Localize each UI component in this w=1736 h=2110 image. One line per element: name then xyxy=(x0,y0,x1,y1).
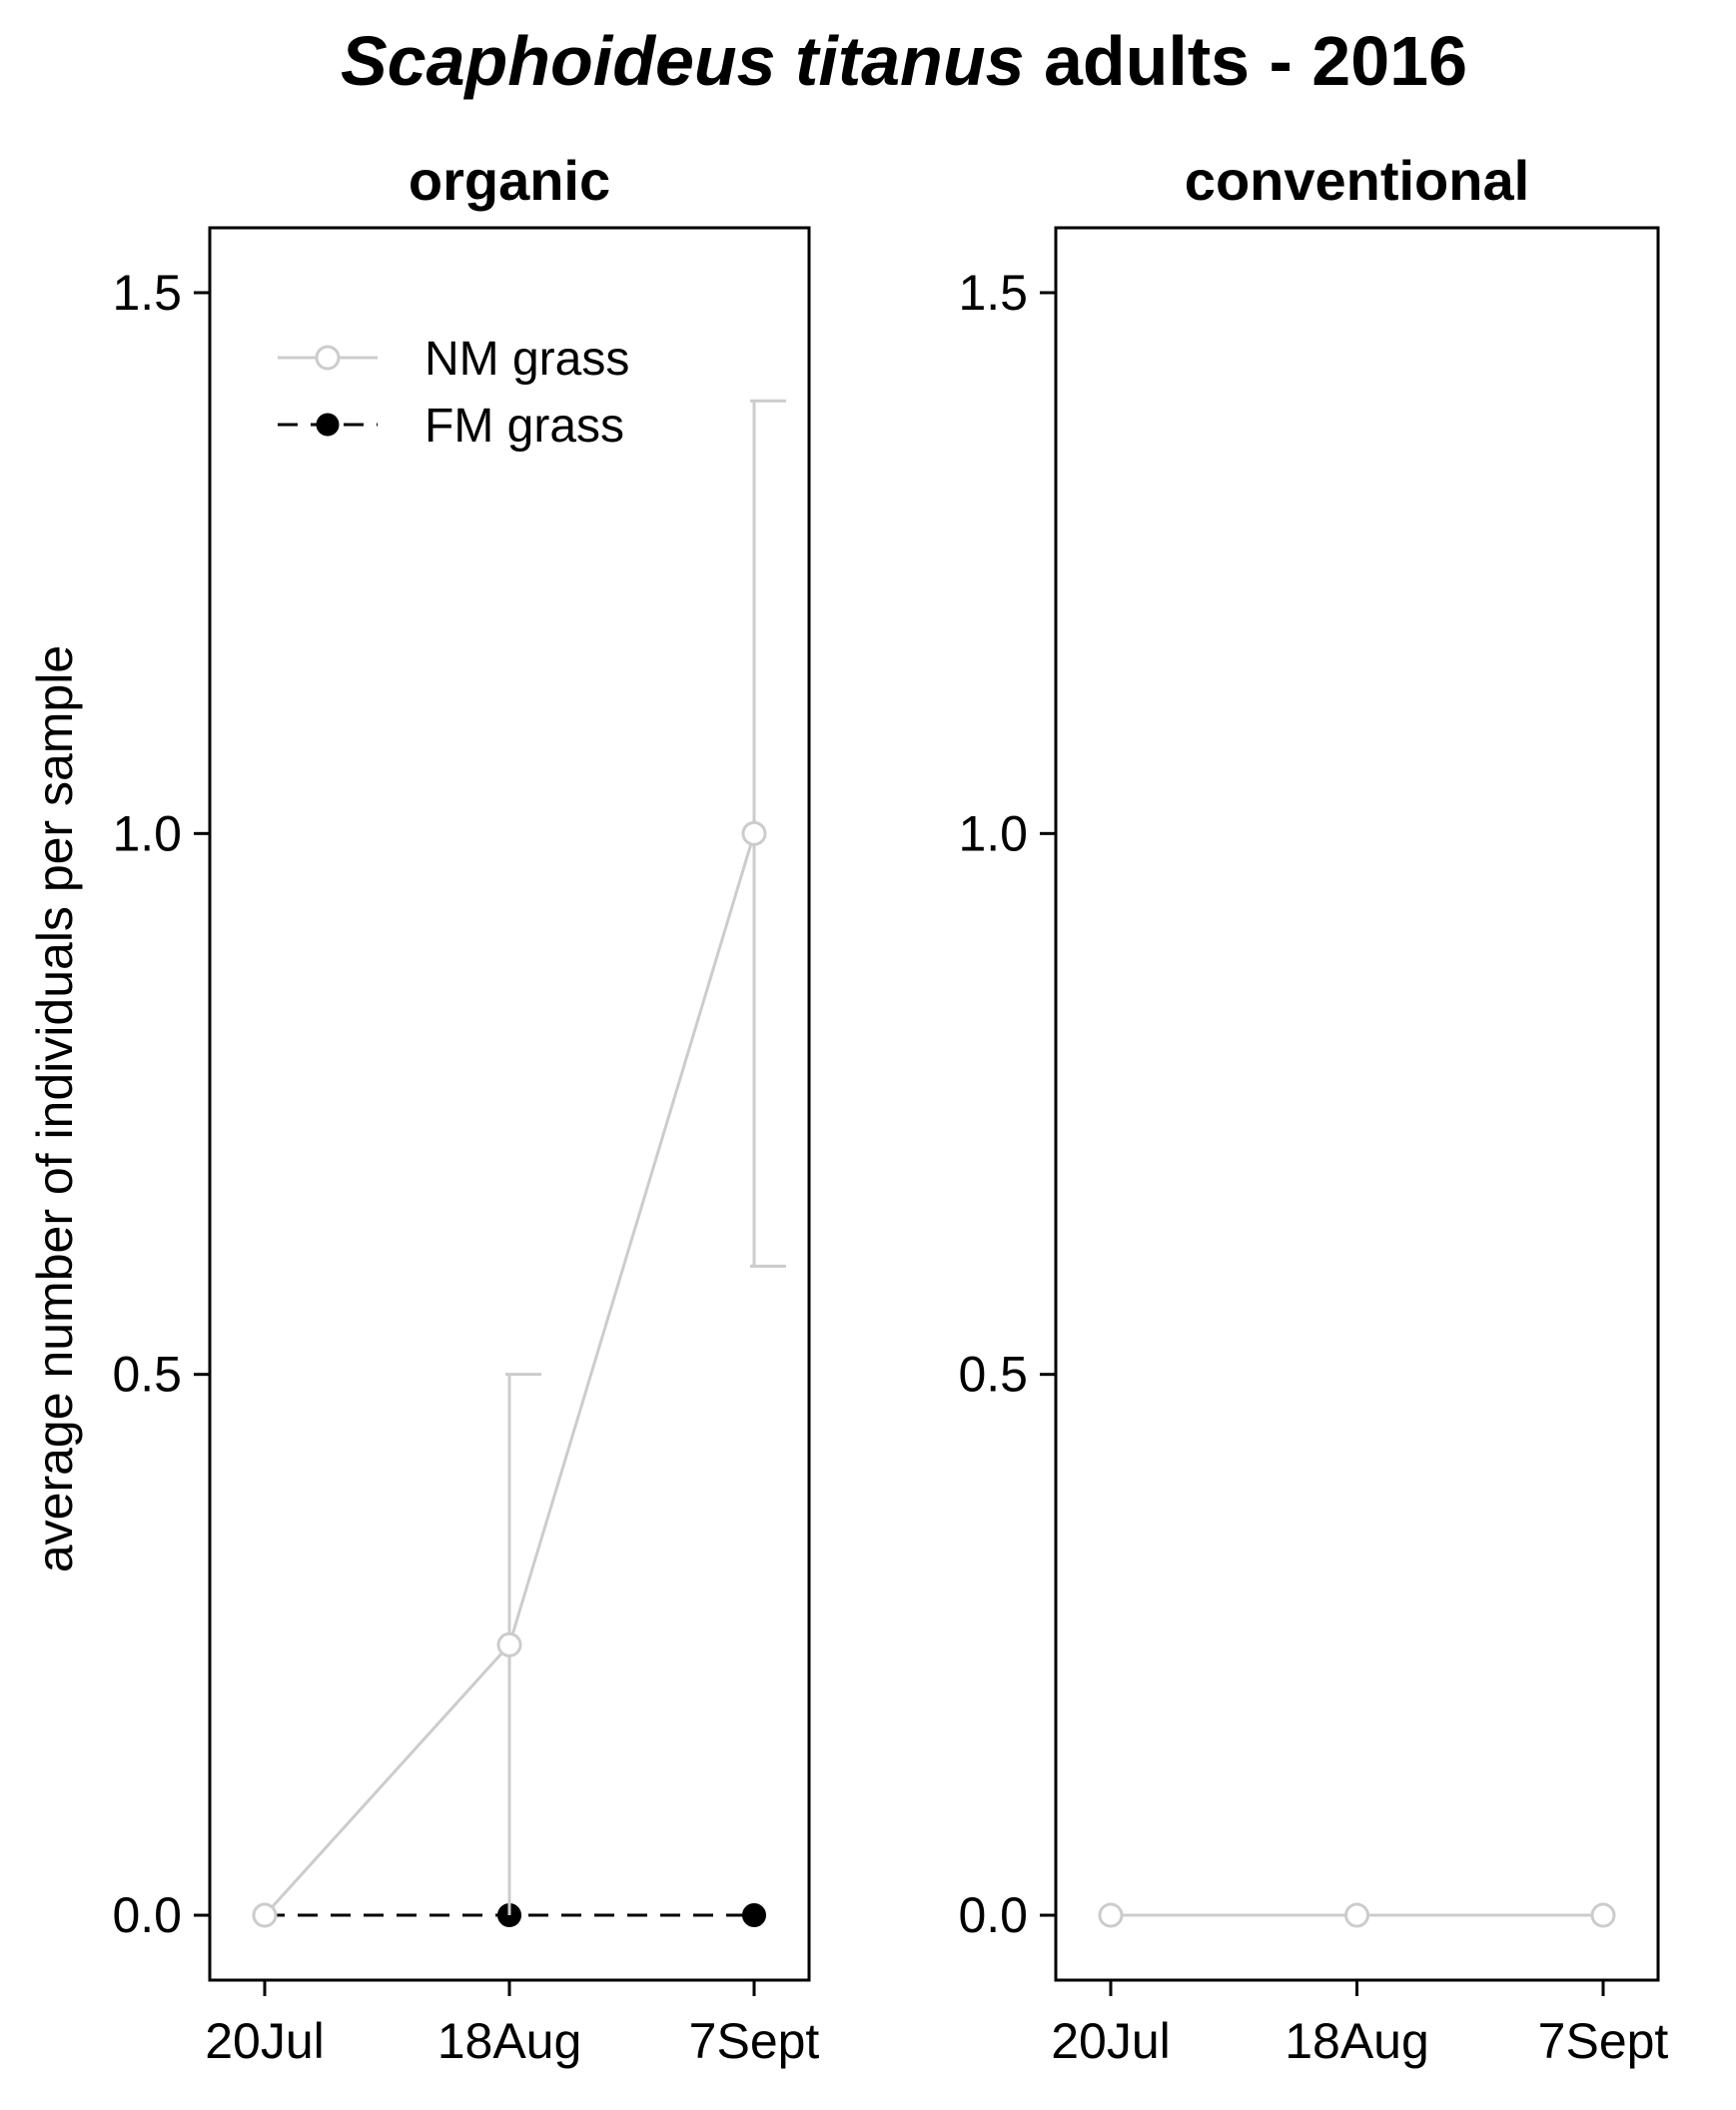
y-tick-label: 1.5 xyxy=(958,265,1028,321)
x-tick-label: 7Sept xyxy=(689,2013,820,2069)
legend-marker xyxy=(316,413,340,437)
panel-1: conventional 0.0 0.5 1.0 1.5 20Jul 18Aug 7Sept xyxy=(958,149,1668,2069)
data-point xyxy=(1590,1902,1616,1928)
x-tick-label: 20Jul xyxy=(205,2013,325,2069)
data-point xyxy=(1098,1902,1124,1928)
panel-title: organic xyxy=(409,149,610,212)
data-point xyxy=(741,820,767,846)
y-tick-label: 0.0 xyxy=(958,1887,1028,1943)
x-tick-label: 18Aug xyxy=(1285,2013,1429,2069)
chart-title-rest: adults - 2016 xyxy=(1025,22,1468,100)
legend: NM grass FM grass xyxy=(278,333,629,453)
legend-marker xyxy=(315,345,341,371)
y-tick-label: 0.5 xyxy=(112,1347,182,1403)
chart-title: Scaphoideus titanus adults - 2016 xyxy=(341,22,1467,100)
y-tick-label: 1.0 xyxy=(958,805,1028,861)
panel-title: conventional xyxy=(1185,149,1529,212)
y-tick-label: 0.5 xyxy=(958,1347,1028,1403)
chart-title-italic: Scaphoideus titanus xyxy=(341,22,1025,100)
series-nm-grass xyxy=(252,399,786,1928)
series-fm-grass xyxy=(265,1903,766,1928)
y-tick-label: 0.0 xyxy=(112,1887,182,1943)
y-tick-label: 1.5 xyxy=(112,265,182,321)
legend-label: NM grass xyxy=(425,333,629,386)
data-point xyxy=(742,1903,766,1928)
chart-panels: organic 0.0 0.5 1.0 1.5 20Jul 18Aug 7Sept NM gra… xyxy=(112,149,1668,2069)
data-point xyxy=(1344,1902,1369,1928)
x-tick-label: 20Jul xyxy=(1051,2013,1171,2069)
data-point xyxy=(496,1631,522,1657)
y-tick-label: 1.0 xyxy=(112,805,182,861)
data-point xyxy=(252,1902,278,1928)
x-tick-label: 18Aug xyxy=(437,2013,582,2069)
panel-0: organic 0.0 0.5 1.0 1.5 20Jul 18Aug 7Sept NM gra… xyxy=(112,149,819,2069)
y-axis-label: average number of individuals per sample xyxy=(27,645,83,1573)
legend-label: FM grass xyxy=(425,400,624,453)
plot-frame xyxy=(1054,226,1660,1982)
series-nm-grass xyxy=(1098,1902,1616,1928)
x-tick-label: 7Sept xyxy=(1538,2013,1669,2069)
